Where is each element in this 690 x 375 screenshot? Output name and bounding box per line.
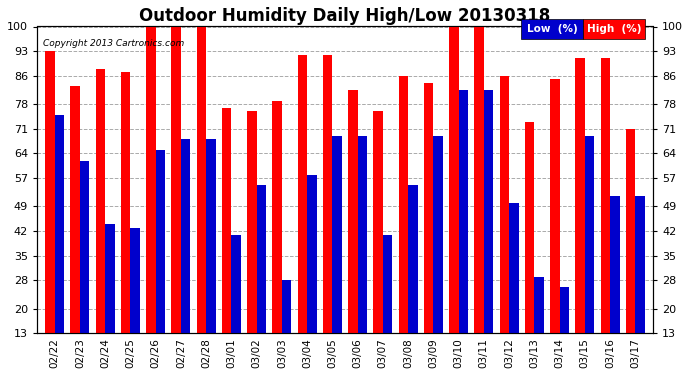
Bar [348, 90, 357, 375]
Bar [323, 55, 333, 375]
Bar [459, 90, 469, 375]
Text: Low  (%): Low (%) [526, 24, 578, 34]
Bar [95, 69, 105, 375]
Bar [231, 235, 241, 375]
Bar [600, 58, 610, 375]
Bar [383, 235, 393, 375]
Bar [525, 122, 534, 375]
Bar [80, 160, 90, 375]
Bar [70, 87, 80, 375]
Bar [221, 108, 231, 375]
Bar [408, 185, 417, 375]
Bar [206, 140, 216, 375]
Bar [484, 90, 493, 375]
Bar [560, 288, 569, 375]
Bar [474, 27, 484, 375]
Bar [171, 27, 181, 375]
Bar [282, 280, 291, 375]
Bar [181, 140, 190, 375]
Bar [433, 136, 443, 375]
Bar [146, 27, 156, 375]
Bar [550, 80, 560, 375]
Bar [635, 196, 645, 375]
Bar [575, 58, 585, 375]
Bar [105, 224, 115, 375]
Bar [626, 129, 635, 375]
Bar [247, 111, 257, 375]
Bar [424, 83, 433, 375]
Bar [585, 136, 595, 375]
Bar [534, 277, 544, 375]
Bar [273, 100, 282, 375]
Bar [257, 185, 266, 375]
Bar [509, 203, 519, 375]
Bar [297, 55, 307, 375]
Bar [307, 175, 317, 375]
Bar [333, 136, 342, 375]
Bar [121, 72, 130, 375]
Bar [373, 111, 383, 375]
Bar [500, 76, 509, 375]
Bar [357, 136, 367, 375]
Text: High  (%): High (%) [587, 24, 641, 34]
Bar [449, 27, 459, 375]
Text: Copyright 2013 Cartronics.com: Copyright 2013 Cartronics.com [43, 39, 184, 48]
Bar [197, 27, 206, 375]
Bar [130, 228, 140, 375]
Bar [610, 196, 620, 375]
Bar [399, 76, 408, 375]
Bar [55, 115, 64, 375]
Title: Outdoor Humidity Daily High/Low 20130318: Outdoor Humidity Daily High/Low 20130318 [139, 7, 551, 25]
Bar [45, 51, 55, 375]
Bar [156, 150, 165, 375]
